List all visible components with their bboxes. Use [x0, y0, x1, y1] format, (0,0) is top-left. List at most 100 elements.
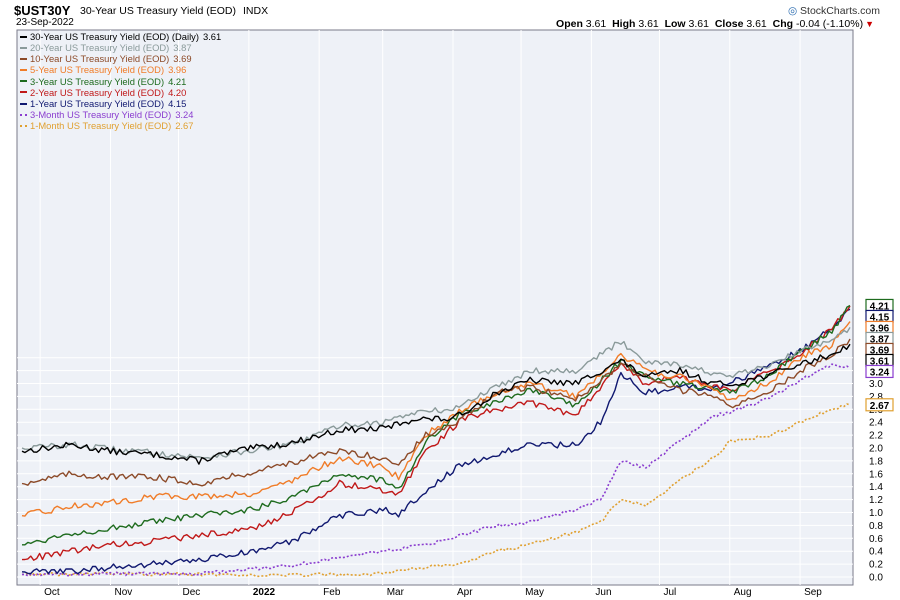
- y-tick-label: 0.4: [869, 547, 883, 558]
- x-tick-label: Aug: [734, 587, 752, 598]
- high-label: High: [612, 18, 636, 30]
- quote-bar: Open 3.61 High 3.61 Low 3.61 Close 3.61 …: [556, 18, 874, 30]
- y-tick-label: 2.4: [869, 418, 883, 429]
- legend-label: 3-Year US Treasury Yield (EOD): [30, 75, 165, 87]
- legend-item: 3-Month US Treasury Yield (EOD) 3.24: [20, 109, 221, 120]
- y-tick-label: 0.8: [869, 521, 883, 532]
- legend-item: 10-Year US Treasury Yield (EOD) 3.69: [20, 53, 221, 64]
- legend-label: 1-Year US Treasury Yield (EOD): [30, 97, 165, 109]
- legend-value: 3.69: [173, 53, 192, 65]
- y-tick-label: 2.0: [869, 444, 883, 455]
- legend-item: 5-Year US Treasury Yield (EOD) 3.96: [20, 64, 221, 75]
- open-value: 3.61: [585, 18, 607, 30]
- last-value-tag: 2.67: [870, 401, 890, 412]
- index-label: INDX: [243, 5, 269, 17]
- last-value-tag-box: [865, 398, 894, 412]
- chart-date: 23-Sep-2022: [16, 17, 74, 28]
- x-axis: Oct Nov Dec 2022 Feb Mar Apr May Jun Jul Aug Sep: [44, 587, 822, 598]
- y-tick-label: 1.4: [869, 482, 883, 493]
- last-value-tag: 3.24: [870, 367, 890, 378]
- series-line: [21, 305, 851, 561]
- legend-value: 3.61: [202, 31, 222, 42]
- open-label: Open: [556, 18, 583, 30]
- x-tick-label: May: [525, 587, 544, 598]
- x-tick-label: Dec: [183, 587, 201, 598]
- legend-swatch: [20, 80, 27, 83]
- y-tick-label: 0.0: [869, 573, 883, 584]
- y-tick-label: 1.0: [869, 508, 883, 519]
- legend-item: 3-Year US Treasury Yield (EOD) 4.21: [20, 76, 221, 87]
- legend-value: 3.87: [173, 42, 192, 54]
- legend-label: 5-Year US Treasury Yield (EOD): [30, 64, 165, 76]
- x-tick-label: Apr: [457, 587, 473, 598]
- series-lines: [21, 304, 851, 578]
- legend-label: 3-Month US Treasury Yield (EOD): [30, 109, 172, 121]
- down-arrow-icon: ▼: [865, 19, 874, 29]
- high-value: 3.61: [638, 18, 659, 30]
- series-line: [21, 338, 851, 487]
- x-tick-label: Nov: [114, 587, 132, 598]
- legend: 30-Year US Treasury Yield (EOD) (Daily) 3…: [20, 31, 221, 131]
- y-tick-label: 1.8: [869, 456, 883, 467]
- series-line: [21, 343, 851, 465]
- close-value: 3.61: [746, 18, 767, 30]
- y-tick-label: 0.6: [869, 534, 883, 545]
- y-tick-label: 1.2: [869, 495, 883, 506]
- last-value-tag-box: [865, 364, 894, 379]
- x-tick-label: Sep: [804, 587, 822, 598]
- legend-value: 3.96: [168, 64, 187, 76]
- x-tick-label: Oct: [44, 587, 60, 598]
- chg-value: -0.04 (-1.10%): [795, 18, 864, 30]
- legend-value: 3.24: [175, 109, 194, 121]
- last-value-tag: 3.87: [870, 334, 890, 345]
- y-tick-label: 3.0: [869, 379, 883, 390]
- legend-label: 20-Year US Treasury Yield (EOD): [30, 42, 170, 54]
- chg-label: Chg: [772, 18, 794, 30]
- last-value-tag: 4.21: [870, 301, 890, 312]
- y-tick-label: 2.2: [869, 431, 883, 442]
- legend-swatch: [20, 57, 27, 60]
- grid: [17, 30, 853, 585]
- legend-item: 1-Year US Treasury Yield (EOD) 4.15: [20, 98, 221, 109]
- legend-item: 1-Month US Treasury Yield (EOD) 2.67: [20, 120, 221, 131]
- legend-value: 4.15: [168, 97, 187, 109]
- y-tick-label: 0.2: [869, 560, 883, 571]
- y-tick-label: 1.6: [869, 469, 883, 480]
- legend-swatch: [20, 113, 27, 116]
- y-axis: 0.0 0.2 0.4 0.6 0.8 1.0 1.2 1.4 1.6 1.82.0 2.2 2.4 2…: [869, 353, 883, 583]
- series-line: [22, 363, 851, 577]
- legend-label: 30-Year US Treasury Yield (EOD) (Daily): [30, 31, 199, 42]
- low-label: Low: [664, 18, 686, 30]
- legend-swatch: [20, 102, 27, 105]
- legend-value: 2.67: [175, 120, 194, 132]
- last-value-tag: 3.96: [870, 323, 890, 334]
- legend-item: 20-Year US Treasury Yield (EOD) 3.87: [20, 42, 221, 53]
- legend-swatch: [20, 69, 27, 72]
- x-tick-label: Jul: [663, 587, 676, 598]
- x-tick-label: Mar: [387, 587, 405, 598]
- legend-value: 4.20: [168, 86, 187, 98]
- last-value-tag: 4.15: [870, 312, 890, 323]
- legend-value: 4.21: [168, 75, 187, 87]
- legend-item: 30-Year US Treasury Yield (EOD) (Daily) 3…: [20, 31, 221, 42]
- legend-swatch: [20, 91, 27, 94]
- brand-name: StockCharts.com: [800, 5, 880, 17]
- x-tick-label: Jun: [595, 587, 611, 598]
- x-tick-label: Feb: [323, 587, 341, 598]
- series-line: [21, 321, 851, 517]
- plot-area: [16, 29, 854, 586]
- low-value: 3.61: [688, 18, 709, 30]
- brand-icon: ◎: [787, 5, 798, 17]
- chart-description: 30-Year US Treasury Yield (EOD): [80, 5, 237, 17]
- legend-label: 1-Month US Treasury Yield (EOD): [30, 120, 172, 132]
- brand-logo: ◎ StockCharts.com: [788, 5, 880, 17]
- series-line: [21, 403, 851, 578]
- legend-label: 10-Year US Treasury Yield (EOD): [30, 53, 170, 65]
- last-value-tags: 4.214.153.963.873.693.613.24 2.67: [865, 298, 894, 412]
- legend-swatch: [20, 124, 27, 127]
- last-value-tag: 3.69: [870, 345, 890, 356]
- last-value-tag: 3.61: [870, 356, 890, 367]
- legend-item: 2-Year US Treasury Yield (EOD) 4.20: [20, 87, 221, 98]
- legend-swatch: [20, 46, 27, 49]
